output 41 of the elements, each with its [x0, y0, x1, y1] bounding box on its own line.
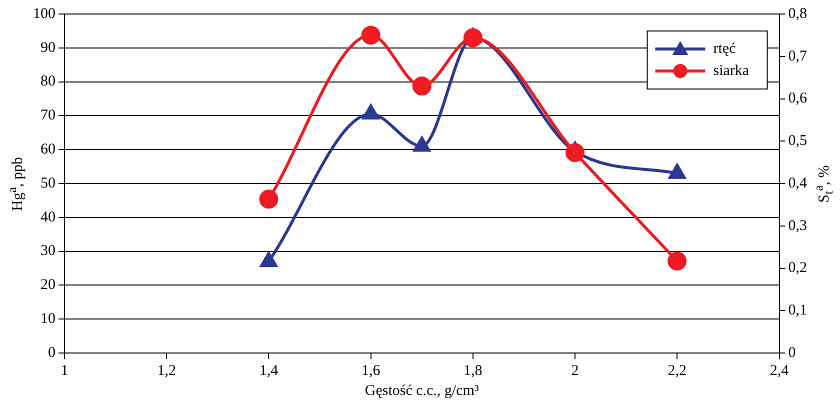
x-tick-label: 1 — [60, 362, 68, 379]
y-tick-label: 100 — [33, 6, 56, 22]
x-tick-label: 1,8 — [464, 362, 482, 379]
y2-tick-label: 0,4 — [788, 175, 808, 192]
y-tick-label: 80 — [40, 74, 56, 90]
y2-tick-label: 0,5 — [788, 133, 807, 150]
legend-label: rtęć — [713, 40, 736, 57]
legend-label: siarka — [713, 62, 750, 79]
point — [413, 136, 430, 152]
y-tick-label: 30 — [40, 243, 56, 260]
x-tick-label: 1,4 — [259, 362, 279, 379]
x-axis-title: Gęstość c.c., g/cm³ — [364, 383, 479, 400]
point — [668, 164, 686, 179]
point — [260, 252, 278, 267]
x-tick-label: 1,2 — [157, 362, 176, 379]
y-tick-label: 90 — [40, 40, 56, 56]
x-tick-label: 2,4 — [770, 362, 790, 379]
y2-tick-label: 0,6 — [788, 90, 808, 107]
x-tick-label: 2,2 — [668, 362, 687, 379]
y2-tick-label: 0,1 — [788, 302, 807, 319]
x-tick-label: 2 — [571, 362, 579, 379]
y2-tick-label: 0,8 — [788, 6, 807, 22]
point — [668, 252, 687, 271]
y2-tick-label: 0,3 — [788, 218, 807, 234]
point — [463, 28, 482, 48]
point — [566, 143, 585, 162]
y2-tick-label: 0,2 — [788, 260, 807, 276]
point — [259, 190, 278, 209]
y2-tick-label: 0 — [788, 344, 796, 361]
y-tick-label: 50 — [40, 175, 56, 192]
point — [412, 76, 432, 96]
y-tick-label: 20 — [40, 277, 56, 294]
x-tick-label: 1,6 — [361, 362, 381, 379]
point — [361, 26, 380, 45]
y-tick-label: 0 — [48, 344, 56, 361]
y-tick-label: 40 — [40, 209, 56, 226]
y-tick-label: 70 — [40, 108, 56, 124]
y-tick-label: 10 — [40, 311, 56, 328]
y-tick-label: 60 — [40, 142, 56, 158]
point — [362, 104, 380, 120]
y2-tick-label: 0,7 — [788, 48, 808, 64]
